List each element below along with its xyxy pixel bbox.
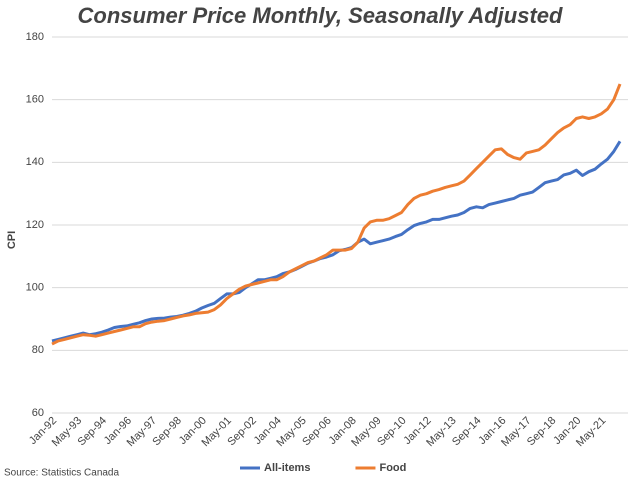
y-tick-label: 100 [26, 282, 44, 294]
data-line [51, 140, 622, 343]
data-line [51, 83, 622, 346]
chart-title: Consumer Price Monthly, Seasonally Adjus… [78, 3, 563, 28]
y-tick-label: 60 [32, 407, 44, 419]
legend-label: All-items [264, 462, 310, 474]
y-tick-label: 140 [26, 156, 44, 168]
legend-label: Food [379, 462, 406, 474]
source-note: Source: Statistics Canada [4, 468, 119, 479]
y-tick-label: 80 [32, 344, 44, 356]
y-tick-label: 160 [26, 94, 44, 106]
y-tick-label: 180 [26, 31, 44, 43]
y-axis-label: CPI [6, 231, 18, 249]
y-tick-label: 120 [26, 219, 44, 231]
